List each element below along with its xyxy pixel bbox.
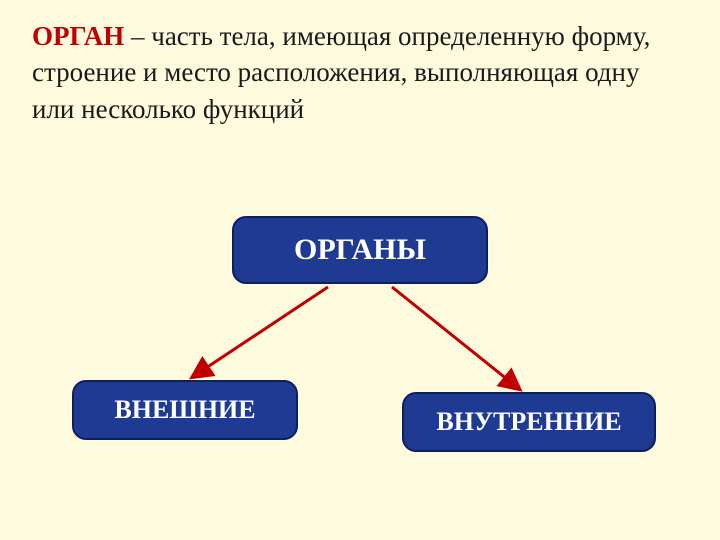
node-root-label: ОРГАНЫ [294, 233, 426, 267]
definition-term: ОРГАН [32, 21, 124, 51]
node-right-label: ВНУТРЕННИЕ [436, 407, 621, 437]
node-left: ВНЕШНИЕ [72, 380, 298, 440]
node-right: ВНУТРЕННИЕ [402, 392, 656, 452]
node-left-label: ВНЕШНИЕ [114, 395, 255, 425]
edge-root-left [194, 287, 328, 376]
node-root: ОРГАНЫ [232, 216, 488, 284]
edge-root-right [392, 287, 518, 388]
definition-body: – часть тела, имеющая определенную форму… [32, 21, 650, 124]
definition-text: ОРГАН – часть тела, имеющая определенную… [32, 18, 680, 127]
